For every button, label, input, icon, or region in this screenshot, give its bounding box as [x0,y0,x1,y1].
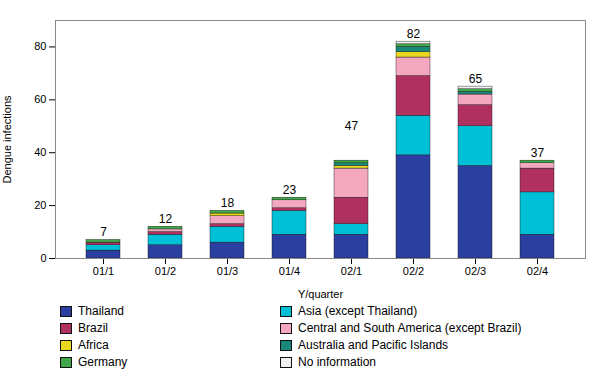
html-text:Australia and Pacific Islands: Australia and Pacific Islands [298,338,449,352]
html-text:Central and South America (exc: Central and South America (except Brazil… [298,321,522,335]
svg-text:01/3: 01/3 [217,265,238,277]
svg-text:20: 20 [34,199,46,211]
svg-text:47: 47 [345,119,359,133]
svg-text:02/3: 02/3 [465,265,486,277]
html-text:Germany: Germany [78,355,128,369]
svg-text:37: 37 [531,146,545,160]
html-text:Thailand: Thailand [78,304,124,318]
html-text:Africa: Africa [78,338,109,352]
svg-text:82: 82 [407,27,421,41]
html-text:No information: No information [298,355,376,369]
svg-text:01/4: 01/4 [279,265,300,277]
html-text:Asia (except Thailand): Asia (except Thailand) [298,304,418,318]
svg-text:02/4: 02/4 [527,265,548,277]
svg-text:0: 0 [40,252,46,264]
svg-text:02/2: 02/2 [403,265,424,277]
svg-text:01/1: 01/1 [93,265,114,277]
svg-text:Dengue infections: Dengue infections [1,95,13,184]
svg-text:80: 80 [34,40,46,52]
svg-text:60: 60 [34,93,46,105]
svg-text:01/2: 01/2 [155,265,176,277]
svg-text:23: 23 [283,183,297,197]
svg-text:Y/quarter: Y/quarter [298,288,344,300]
svg-text:02/1: 02/1 [341,265,362,277]
html-text:Brazil: Brazil [78,321,108,335]
svg-text:65: 65 [469,72,483,86]
svg-text:12: 12 [159,212,173,226]
svg-text:40: 40 [34,146,46,158]
svg-text:7: 7 [100,225,107,239]
svg-text:18: 18 [221,196,235,210]
